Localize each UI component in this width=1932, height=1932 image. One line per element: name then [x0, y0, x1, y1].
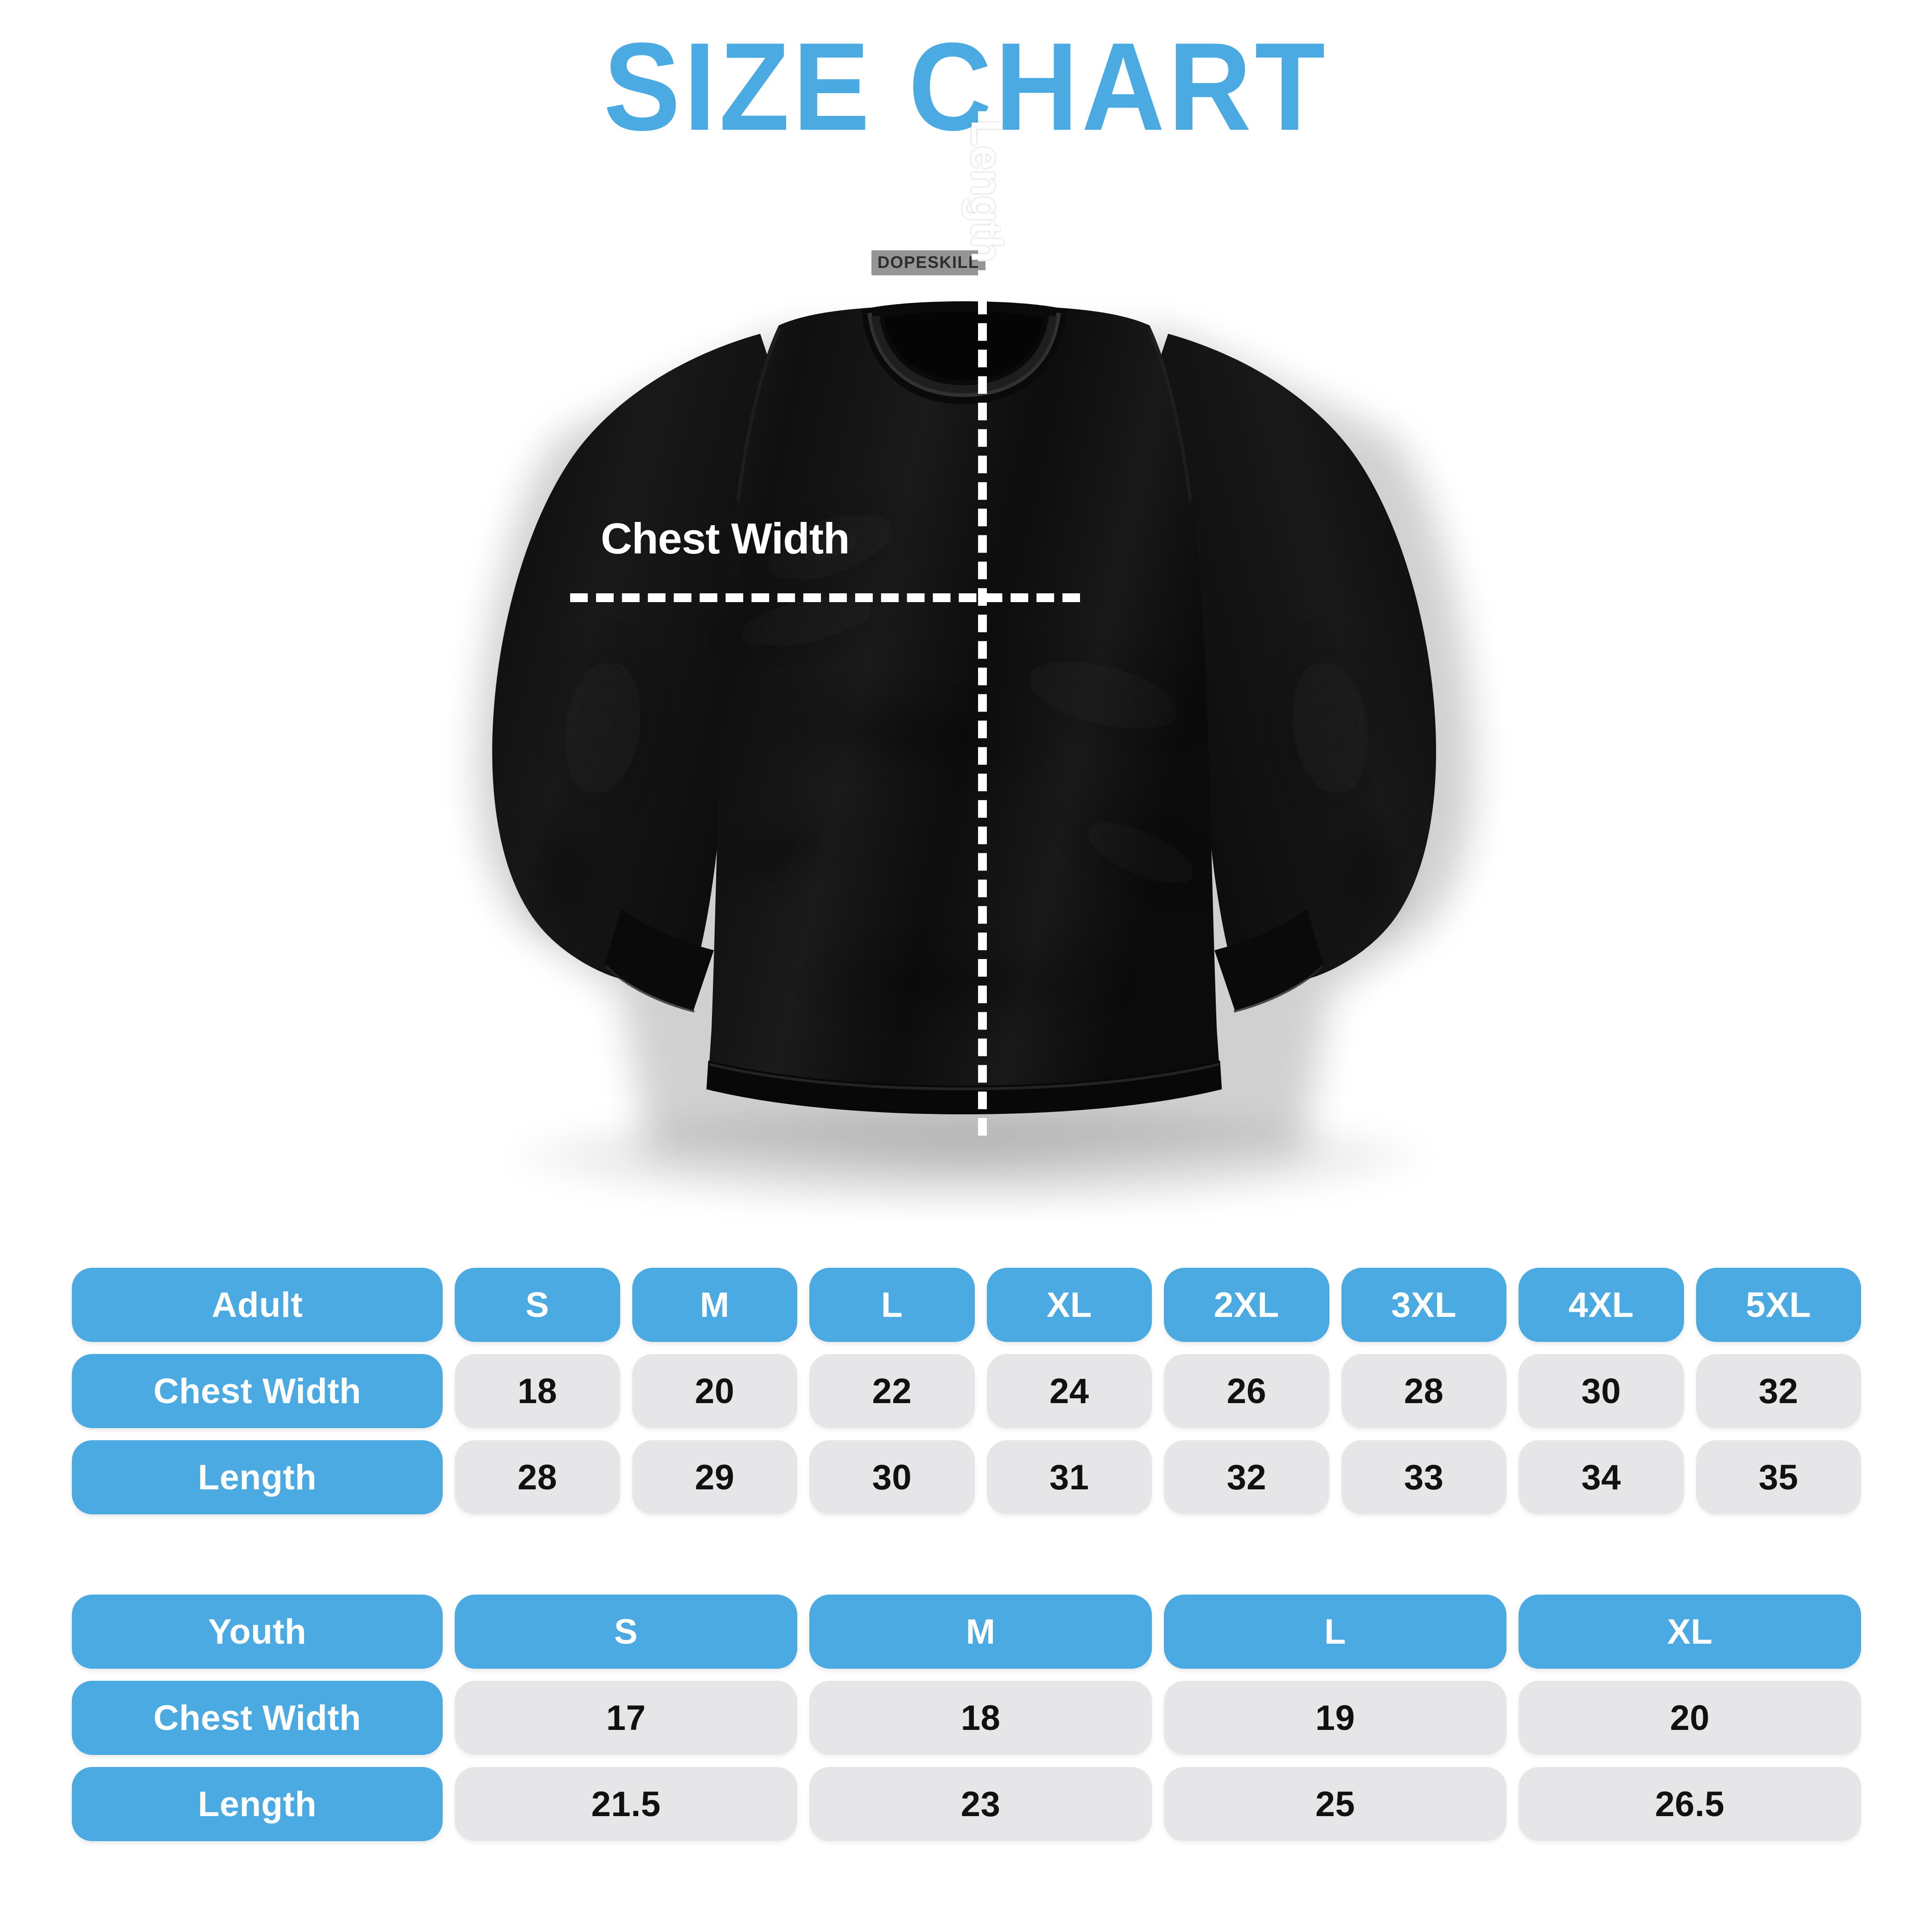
length-guide-line [978, 111, 987, 1136]
adult-size-m[interactable]: M [632, 1268, 797, 1342]
youth-length-xl: 26.5 [1519, 1767, 1861, 1841]
youth-chest-width-label: Chest Width [72, 1681, 443, 1755]
adult-chest-width-4xl: 30 [1519, 1354, 1684, 1428]
length-label: Length [962, 120, 1011, 262]
youth-size-table: Youth S M L XL Chest Width 17 18 19 20 L… [72, 1595, 1861, 1841]
adult-header-row: Adult S M L XL 2XL 3XL 4XL 5XL [72, 1268, 1861, 1342]
adult-length-row: Length 28 29 30 31 32 33 34 35 [72, 1440, 1861, 1514]
adult-size-l[interactable]: L [809, 1268, 975, 1342]
neck-tag-brand-label: DOPESKILL [871, 250, 985, 275]
adult-length-4xl: 34 [1519, 1440, 1684, 1514]
youth-length-l: 25 [1164, 1767, 1506, 1841]
youth-length-label: Length [72, 1767, 443, 1841]
adult-size-xl[interactable]: XL [986, 1268, 1152, 1342]
adult-table-title: Adult [72, 1268, 443, 1342]
adult-chest-width-3xl: 28 [1341, 1354, 1506, 1428]
adult-size-table: Adult S M L XL 2XL 3XL 4XL 5XL Chest Wid… [72, 1268, 1861, 1514]
chest-width-guide-line [570, 593, 1080, 602]
adult-chest-width-l: 22 [809, 1354, 975, 1428]
adult-chest-width-m: 20 [632, 1354, 797, 1428]
adult-chest-width-5xl: 32 [1696, 1354, 1861, 1428]
adult-chest-width-s: 18 [455, 1354, 620, 1428]
adult-length-label: Length [72, 1440, 443, 1514]
adult-size-s[interactable]: S [455, 1268, 620, 1342]
youth-size-s[interactable]: S [455, 1595, 797, 1669]
long-sleeve-tee-graphic [477, 301, 1474, 1150]
adult-length-2xl: 32 [1164, 1440, 1329, 1514]
adult-length-s: 28 [455, 1440, 620, 1514]
youth-size-m[interactable]: M [809, 1595, 1152, 1669]
adult-length-l: 30 [809, 1440, 975, 1514]
youth-chest-width-row: Chest Width 17 18 19 20 [72, 1681, 1861, 1755]
page-title: SIZE CHART [604, 17, 1328, 157]
youth-length-s: 21.5 [455, 1767, 797, 1841]
adult-size-3xl[interactable]: 3XL [1341, 1268, 1506, 1342]
youth-chest-width-s: 17 [455, 1681, 797, 1755]
youth-header-row: Youth S M L XL [72, 1595, 1861, 1669]
adult-size-2xl[interactable]: 2XL [1164, 1268, 1329, 1342]
adult-length-xl: 31 [986, 1440, 1152, 1514]
youth-chest-width-xl: 20 [1519, 1681, 1861, 1755]
youth-length-row: Length 21.5 23 25 26.5 [72, 1767, 1861, 1841]
adult-length-m: 29 [632, 1440, 797, 1514]
adult-chest-width-label: Chest Width [72, 1354, 443, 1428]
youth-length-m: 23 [809, 1767, 1152, 1841]
adult-size-5xl[interactable]: 5XL [1696, 1268, 1861, 1342]
youth-size-xl[interactable]: XL [1519, 1595, 1861, 1669]
youth-chest-width-m: 18 [809, 1681, 1152, 1755]
youth-table-title: Youth [72, 1595, 443, 1669]
youth-size-l[interactable]: L [1164, 1595, 1506, 1669]
adult-length-3xl: 33 [1341, 1440, 1506, 1514]
adult-chest-width-row: Chest Width 18 20 22 24 26 28 30 32 [72, 1354, 1861, 1428]
chest-width-label: Chest Width [601, 514, 850, 563]
garment-illustration: DOPESKILL Chest Width Length [362, 111, 1567, 1224]
youth-chest-width-l: 19 [1164, 1681, 1506, 1755]
adult-size-4xl[interactable]: 4XL [1519, 1268, 1684, 1342]
adult-chest-width-xl: 24 [986, 1354, 1152, 1428]
adult-length-5xl: 35 [1696, 1440, 1861, 1514]
adult-chest-width-2xl: 26 [1164, 1354, 1329, 1428]
